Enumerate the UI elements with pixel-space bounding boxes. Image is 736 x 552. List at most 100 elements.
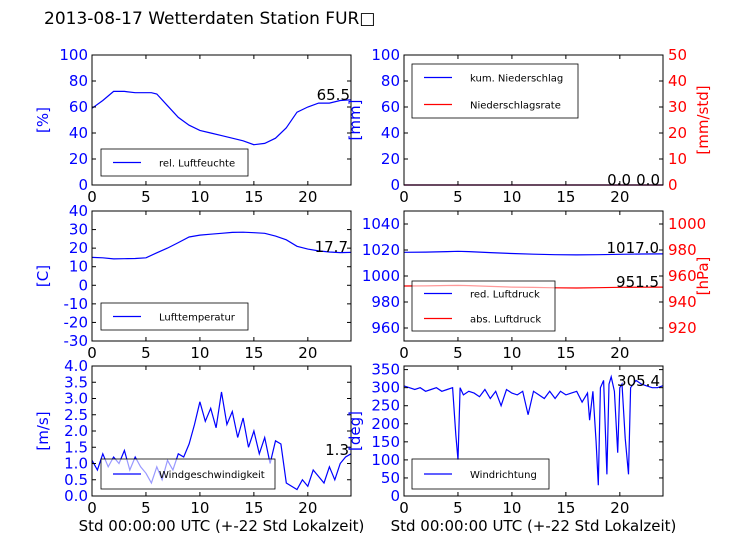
- y-tick-label: 50: [381, 469, 400, 487]
- y-tick-label: 200: [371, 415, 400, 433]
- y-tick-label: 1.5: [64, 438, 88, 456]
- y-tick-label: 80: [69, 72, 88, 90]
- y-tick-label: 3.0: [64, 390, 88, 408]
- y-tick-label: 0: [78, 176, 88, 194]
- y-axis-label: [mm]: [346, 100, 364, 141]
- y-tick-label: 30: [69, 221, 88, 239]
- x-tick-label: 20: [610, 344, 629, 362]
- x-tick-label: 0: [87, 344, 97, 362]
- x-tick-label: 20: [298, 499, 317, 517]
- value-annotation: 65.5: [317, 86, 350, 104]
- y-tick-label: 300: [371, 379, 400, 397]
- y-tick-label: 40: [69, 124, 88, 142]
- y-tick-label: -30: [64, 332, 89, 350]
- x-tick-label: 20: [610, 188, 629, 206]
- value-annotation: 1.3: [325, 441, 349, 459]
- value-annotation: 951.5: [616, 273, 659, 291]
- x-tick-label: 10: [190, 344, 209, 362]
- y-axis-label: [%]: [34, 107, 52, 133]
- x-tick-label: 10: [502, 344, 521, 362]
- x-tick-label: 0: [87, 188, 97, 206]
- value-annotation: 0.0: [636, 171, 660, 189]
- y-tick-label: 1000: [362, 267, 400, 285]
- y-tick-label: 20: [69, 239, 88, 257]
- y-right-tick-label: 980: [668, 241, 697, 259]
- series-line-3-1: [91, 231, 352, 260]
- x-tick-label: 15: [556, 188, 575, 206]
- y-tick-label: 100: [371, 46, 400, 64]
- y-tick-label: 4.0: [64, 357, 88, 375]
- x-tick-label: 15: [556, 499, 575, 517]
- y-axis-label: [deg]: [346, 411, 364, 451]
- x-tick-label: 15: [244, 499, 263, 517]
- x-tick-label: 5: [141, 499, 151, 517]
- y-tick-label: 0.0: [64, 487, 88, 505]
- y-tick-label: 0.5: [64, 471, 88, 489]
- x-tick-label: 20: [298, 188, 317, 206]
- y-right-tick-label: 920: [668, 319, 697, 337]
- y-axis-label: [m/s]: [34, 411, 52, 450]
- x-tick-label: 5: [453, 188, 463, 206]
- y-tick-label: 80: [381, 72, 400, 90]
- y-tick-label: 20: [69, 150, 88, 168]
- x-tick-label: 10: [190, 188, 209, 206]
- series-line-5-1: [91, 391, 352, 491]
- x-tick-label: 15: [244, 188, 263, 206]
- series-line-1-1: [91, 90, 352, 146]
- legend-label: abs. Luftdruck: [470, 315, 541, 326]
- legend-label: Niederschlagsrate: [470, 101, 561, 112]
- legend-label: rel. Luftfeuchte: [159, 159, 235, 170]
- x-axis-label: Std 00:00:00 UTC (+-22 Std Lokalzeit): [391, 517, 677, 535]
- axes-frame-3: [91, 210, 352, 342]
- y-tick-label: 100: [59, 46, 88, 64]
- y-tick-label: 250: [371, 397, 400, 415]
- y-right-tick-label: 1000: [668, 215, 706, 233]
- legend-label: kum. Niederschlag: [470, 74, 563, 85]
- y-right-tick-label: 10: [668, 150, 687, 168]
- y-tick-label: 2.0: [64, 422, 88, 440]
- y-tick-label: 0: [390, 487, 400, 505]
- y-tick-label: -10: [64, 295, 89, 313]
- y-tick-label: 40: [381, 124, 400, 142]
- y-tick-label: 980: [371, 293, 400, 311]
- value-annotation: 0.0: [607, 171, 631, 189]
- series-line-6-1: [403, 374, 664, 486]
- legend-box-2: [411, 63, 579, 119]
- x-tick-label: 0: [399, 188, 409, 206]
- axes-frame-6: [403, 365, 664, 497]
- y-right-tick-label: 20: [668, 124, 687, 142]
- figure-title: 2013-08-17 Wetterdaten Station FUR□: [44, 9, 376, 29]
- y-right-tick-label: 40: [668, 72, 687, 90]
- x-tick-label: 0: [399, 344, 409, 362]
- y-tick-label: 1.0: [64, 455, 88, 473]
- x-tick-label: 15: [556, 344, 575, 362]
- x-tick-label: 10: [502, 188, 521, 206]
- y-right-axis-label: [mm/std]: [694, 85, 712, 154]
- y-axis-label: [C]: [34, 265, 52, 287]
- x-tick-label: 20: [298, 344, 317, 362]
- y-right-tick-label: 940: [668, 293, 697, 311]
- x-tick-label: 10: [190, 499, 209, 517]
- y-tick-label: 1040: [362, 215, 400, 233]
- axes-frame-2: [403, 54, 664, 186]
- y-tick-label: 960: [371, 319, 400, 337]
- y-tick-label: 100: [371, 451, 400, 469]
- axes-frame-1: [91, 54, 352, 186]
- x-tick-label: 15: [244, 344, 263, 362]
- value-annotation: 17.7: [315, 238, 348, 256]
- y-right-axis-label: [hPa]: [694, 257, 712, 296]
- y-right-tick-label: 50: [668, 46, 687, 64]
- y-right-tick-label: 960: [668, 267, 697, 285]
- legend-label: red. Luftdruck: [470, 290, 540, 301]
- y-tick-label: 0: [390, 176, 400, 194]
- y-right-tick-label: 0: [668, 176, 678, 194]
- y-tick-label: -20: [64, 313, 89, 331]
- x-tick-label: 5: [453, 499, 463, 517]
- x-tick-label: 0: [87, 499, 97, 517]
- x-tick-label: 5: [141, 344, 151, 362]
- legend-box-4: [411, 280, 556, 332]
- y-tick-label: 10: [69, 258, 88, 276]
- y-tick-label: 2.5: [64, 406, 88, 424]
- y-tick-label: 350: [371, 361, 400, 379]
